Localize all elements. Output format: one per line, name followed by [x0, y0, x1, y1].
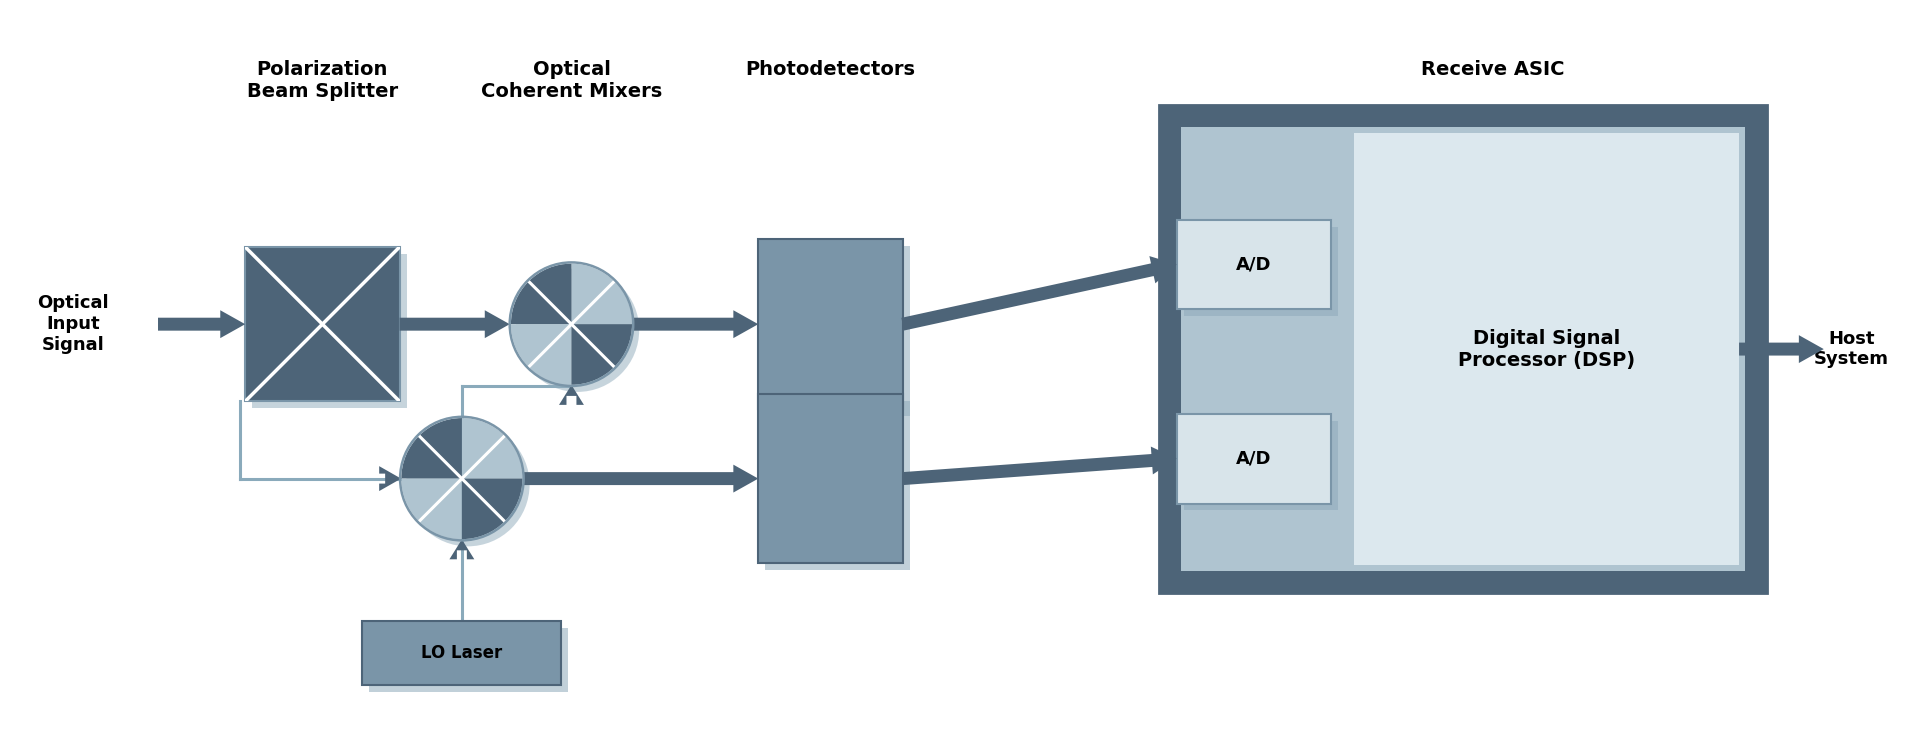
- Bar: [1181, 127, 1744, 571]
- Wedge shape: [571, 324, 632, 385]
- Bar: [1183, 421, 1339, 510]
- Polygon shape: [450, 539, 474, 559]
- Text: Optical
Coherent Mixers: Optical Coherent Mixers: [480, 60, 663, 101]
- Polygon shape: [400, 310, 509, 338]
- Polygon shape: [524, 465, 759, 493]
- Wedge shape: [461, 418, 523, 478]
- Text: LO Laser: LO Laser: [421, 644, 503, 662]
- Polygon shape: [901, 256, 1178, 330]
- Bar: [765, 246, 911, 416]
- Polygon shape: [378, 466, 401, 491]
- Text: A/D: A/D: [1235, 449, 1272, 468]
- Text: Photodetectors: Photodetectors: [745, 60, 916, 79]
- Polygon shape: [634, 310, 759, 338]
- Wedge shape: [511, 324, 571, 385]
- Text: Host
System: Host System: [1813, 330, 1888, 368]
- Bar: [1158, 105, 1767, 593]
- Polygon shape: [559, 385, 584, 405]
- Text: A/D: A/D: [1235, 255, 1272, 273]
- Wedge shape: [401, 478, 461, 539]
- Polygon shape: [158, 310, 246, 338]
- Bar: [765, 401, 911, 570]
- Ellipse shape: [405, 423, 530, 546]
- Bar: [1354, 133, 1739, 565]
- Bar: [759, 240, 903, 409]
- Wedge shape: [401, 418, 461, 478]
- Ellipse shape: [515, 269, 640, 392]
- Bar: [369, 627, 569, 693]
- Wedge shape: [511, 263, 571, 324]
- Bar: [1178, 219, 1331, 310]
- Wedge shape: [461, 478, 523, 539]
- Bar: [252, 254, 407, 408]
- Text: Optical
Input
Signal: Optical Input Signal: [38, 295, 109, 354]
- Text: Receive ASIC: Receive ASIC: [1422, 60, 1566, 79]
- Wedge shape: [571, 263, 632, 324]
- Bar: [1183, 226, 1339, 316]
- Bar: [363, 620, 561, 685]
- Text: Polarization
Beam Splitter: Polarization Beam Splitter: [246, 60, 398, 101]
- Bar: [1178, 414, 1331, 504]
- Bar: [246, 247, 400, 402]
- Polygon shape: [903, 446, 1178, 485]
- Polygon shape: [1739, 335, 1823, 363]
- Bar: [759, 394, 903, 563]
- Text: Digital Signal
Processor (DSP): Digital Signal Processor (DSP): [1458, 329, 1635, 370]
